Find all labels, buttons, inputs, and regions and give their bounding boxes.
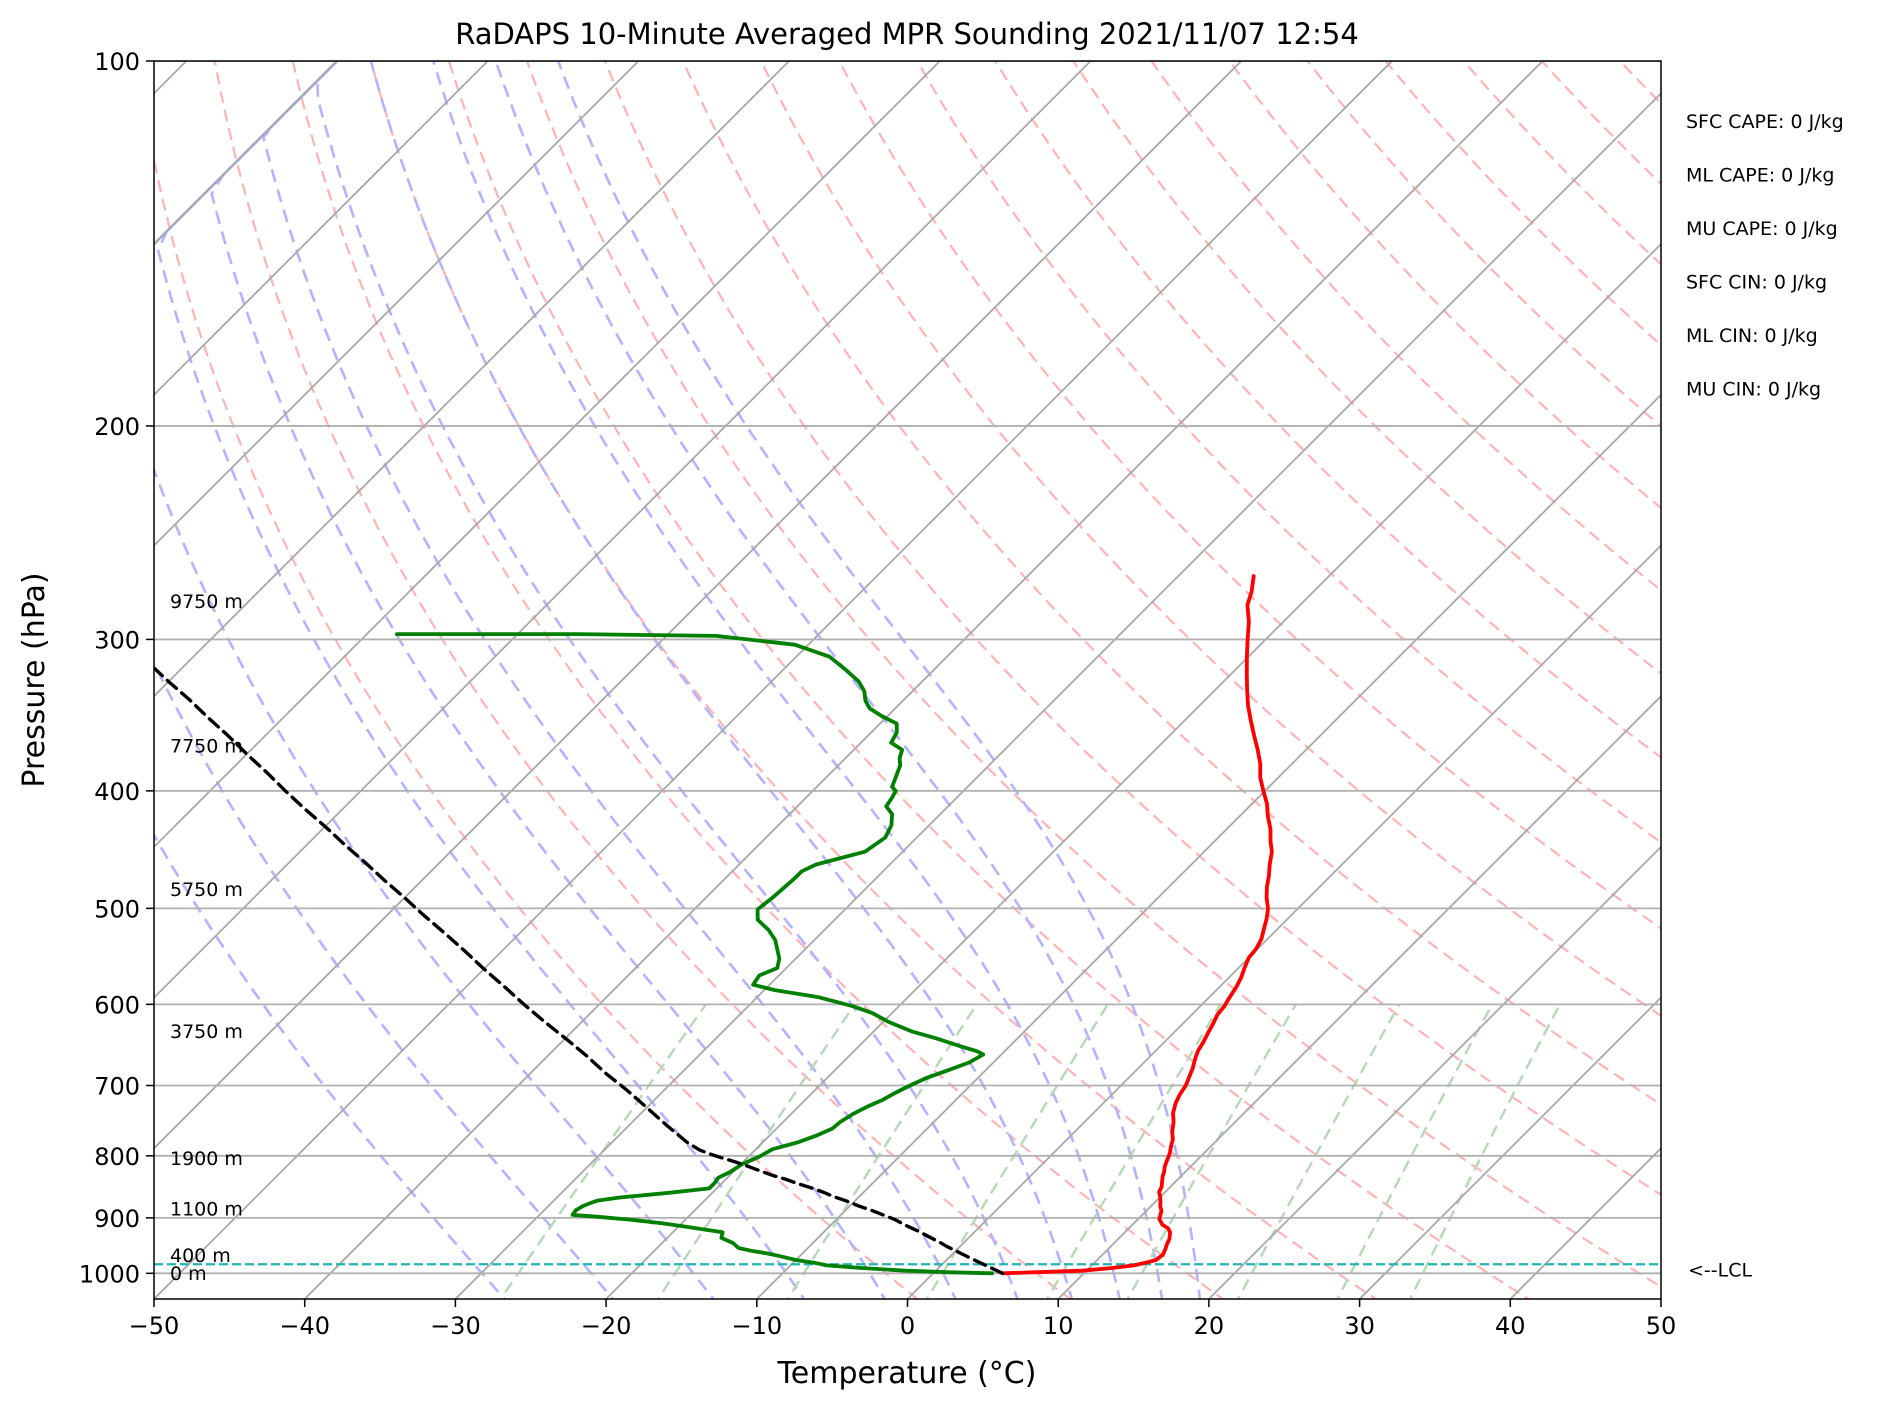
stat-text: MU CIN: 0 J/kg	[1686, 379, 1821, 401]
isotherm	[154, 61, 1394, 1299]
dry-adiabat	[525, 61, 1661, 1288]
stat-text: SFC CIN: 0 J/kg	[1686, 272, 1827, 294]
mixing-ratio-line	[499, 1003, 707, 1299]
isotherm	[154, 61, 490, 397]
height-label: 1900 m	[170, 1148, 243, 1170]
chart-title: RaDAPS 10-Minute Averaged MPR Sounding 2…	[455, 17, 1359, 51]
mixing-ratio-line	[1236, 1003, 1401, 1299]
y-tick-label: 500	[94, 895, 140, 923]
isotherm	[154, 61, 942, 849]
mixing-ratio-line	[1126, 1003, 1297, 1299]
x-tick-label: 30	[1344, 1312, 1375, 1340]
stat-text: SFC CAPE: 0 J/kg	[1686, 111, 1844, 133]
isotherm	[154, 61, 640, 547]
y-tick-label: 800	[94, 1143, 140, 1171]
isotherm	[906, 544, 1661, 1299]
dry-adiabat	[681, 61, 1661, 1106]
moist-adiabat	[369, 61, 1074, 1299]
moist-adiabat	[154, 61, 715, 1299]
y-tick-label: 700	[94, 1073, 140, 1101]
stat-text: ML CAPE: 0 J/kg	[1686, 165, 1834, 187]
isotherm	[1358, 996, 1661, 1299]
mixing-ratio-line	[656, 1003, 856, 1299]
isotherm	[755, 393, 1661, 1299]
mixing-ratio-line	[1408, 1003, 1561, 1299]
sounding-profiles	[154, 574, 1274, 1276]
mixing-ratio-line	[1336, 1003, 1494, 1299]
height-label: 3750 m	[170, 1021, 243, 1043]
dry-adiabat	[154, 154, 919, 1299]
height-label: 5750 m	[170, 879, 243, 901]
x-tick-label: 10	[1043, 1312, 1074, 1340]
isotherm	[1207, 845, 1661, 1299]
x-tick-label: −30	[430, 1312, 481, 1340]
dry-adiabat	[759, 61, 1661, 1018]
x-tick-label: 50	[1646, 1312, 1677, 1340]
moist-adiabat	[315, 61, 1019, 1299]
x-tick-label: 0	[900, 1312, 915, 1340]
dry-adiabat	[1462, 61, 1661, 266]
isotherm	[154, 61, 339, 246]
dewpoint-profile	[395, 632, 994, 1276]
parcel-profile	[154, 665, 1005, 1275]
x-tick-label: −40	[279, 1312, 330, 1340]
x-tick-label: −20	[581, 1312, 632, 1340]
height-label: 9750 m	[170, 591, 243, 613]
x-axis-label: Temperature (°C)	[777, 1356, 1037, 1391]
isotherm	[604, 242, 1661, 1299]
x-tick-label: 40	[1495, 1312, 1526, 1340]
lcl-label: <--LCL	[1688, 1259, 1752, 1281]
reference-lines	[154, 61, 1661, 1299]
axes: −50 −40 −30 −20 −10 0 10 20 30 40 50 1000 900 800 700 6…	[79, 48, 1676, 1340]
dry-adiabat	[447, 61, 1531, 1299]
y-tick-label: 200	[94, 413, 140, 441]
y-tick-label: 600	[94, 991, 140, 1019]
dry-adiabat	[603, 61, 1661, 1197]
y-tick-label: 300	[94, 626, 140, 654]
y-tick-label: 100	[94, 48, 140, 76]
isotherm	[1056, 694, 1661, 1299]
height-label: 0 m	[170, 1263, 207, 1285]
annotations: 9750 m 7750 m 5750 m 3750 m 1900 m 1100 m 400 …	[170, 111, 1844, 1285]
stat-text: ML CIN: 0 J/kg	[1686, 325, 1818, 347]
height-label: 7750 m	[170, 736, 243, 758]
dry-adiabat	[213, 61, 1072, 1299]
dry-adiabat	[291, 61, 1225, 1299]
isotherm	[454, 92, 1661, 1299]
y-axis-label: Pressure (hPa)	[17, 572, 52, 787]
temperature-profile	[1000, 574, 1274, 1276]
x-tick-label: −50	[129, 1312, 180, 1340]
stat-text: MU CAPE: 0 J/kg	[1686, 218, 1838, 240]
dry-adiabat	[369, 61, 1378, 1299]
y-tick-label: 400	[94, 778, 140, 806]
isotherm	[303, 61, 1544, 1299]
dry-adiabat	[916, 61, 1661, 844]
moist-adiabat	[261, 61, 957, 1299]
y-tick-label: 900	[94, 1205, 140, 1233]
height-label: 1100 m	[170, 1198, 243, 1220]
isotherm	[154, 61, 1092, 999]
isotherm	[154, 61, 791, 698]
moist-adiabat	[431, 61, 1121, 1299]
isotherm	[154, 61, 1243, 1150]
y-tick-label: 1000	[79, 1260, 140, 1288]
mixing-ratio-line	[786, 1003, 978, 1299]
height-label: 400 m	[170, 1245, 231, 1267]
x-tick-label: 20	[1194, 1312, 1225, 1340]
dry-adiabat	[1072, 61, 1661, 675]
x-tick-label: −10	[731, 1312, 782, 1340]
